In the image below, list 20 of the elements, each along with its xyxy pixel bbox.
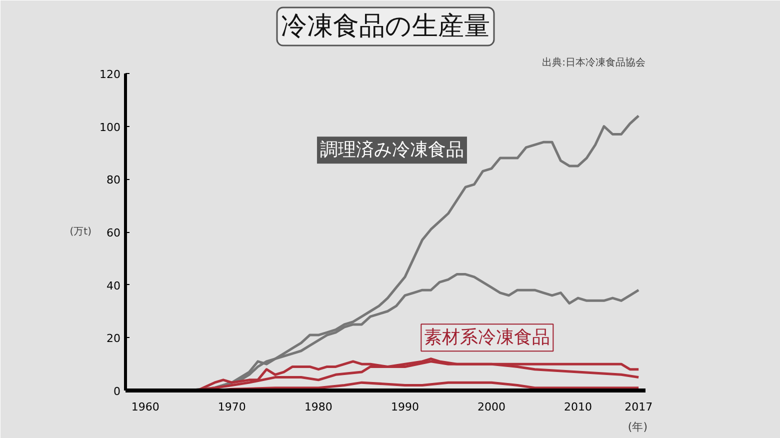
- y-tick-label: 60: [106, 226, 121, 240]
- x-tick-label: 2017: [624, 400, 653, 414]
- y-tick-label: 20: [106, 332, 121, 346]
- annotation: 素材系冷凍食品: [424, 327, 550, 348]
- y-tick-label: 80: [106, 174, 121, 187]
- y-tick-label: 0: [114, 385, 120, 398]
- y-tick-label: 120: [100, 68, 121, 81]
- x-axis-title: (年): [628, 420, 648, 434]
- x-tick-label: 1990: [390, 400, 419, 414]
- x-tick-label: 1970: [218, 400, 246, 414]
- source-note: 出典:日本冷凍食品協会: [542, 56, 646, 68]
- x-tick-label: 1980: [304, 400, 332, 414]
- y-tick-label: 100: [100, 120, 121, 134]
- x-tick-label: 1960: [131, 400, 160, 414]
- x-tick-label: 2010: [564, 400, 592, 414]
- y-axis-title: (万t): [70, 226, 92, 238]
- chart-title: 冷凍食品の生産量: [281, 12, 490, 42]
- x-tick-label: 2000: [477, 400, 506, 414]
- y-tick-label: 40: [106, 279, 121, 292]
- annotation: 調理済み冷凍食品: [320, 140, 464, 161]
